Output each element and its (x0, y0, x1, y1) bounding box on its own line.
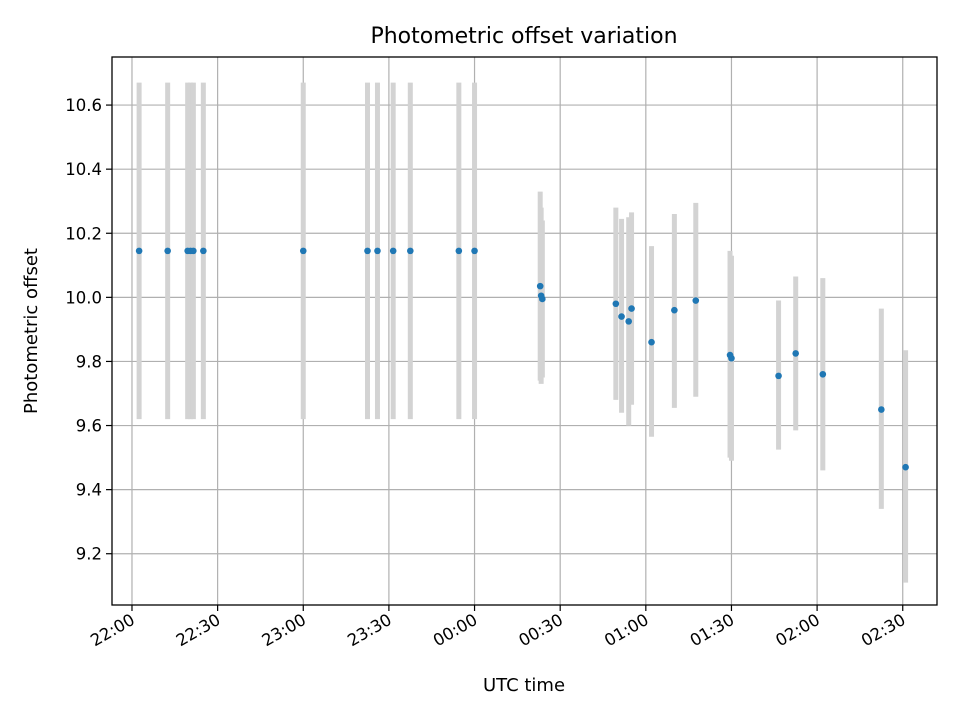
x-tick-label: 00:00 (430, 610, 481, 650)
x-tick-label: 00:30 (515, 610, 566, 650)
data-point (407, 247, 414, 255)
data-point (902, 463, 909, 471)
data-point (364, 247, 371, 255)
data-point (878, 406, 885, 413)
grid-lines (112, 57, 937, 605)
error-bars (136, 82, 909, 583)
data-point (200, 247, 207, 255)
data-point (374, 247, 381, 255)
data-point (628, 305, 635, 312)
data-point (775, 372, 782, 380)
y-tick-label: 10.2 (65, 224, 102, 243)
data-point (612, 300, 620, 308)
x-tick-label: 01:00 (601, 610, 652, 650)
y-tick-label: 10.6 (65, 96, 102, 115)
x-tick-label: 01:30 (687, 610, 738, 650)
chart-title: Photometric offset variation (370, 24, 677, 49)
data-point (471, 247, 478, 255)
data-point (536, 282, 544, 290)
y-tick-label: 9.8 (76, 352, 102, 371)
data-point (792, 350, 799, 357)
data-point (692, 297, 700, 304)
x-tick-label: 22:00 (87, 610, 138, 650)
plot-frame (111, 56, 938, 606)
x-axis-label: UTC time (483, 675, 565, 696)
y-tick-label: 10.0 (65, 288, 102, 307)
data-point (671, 306, 678, 314)
data-point (190, 247, 197, 255)
data-point (625, 318, 632, 325)
data-point (389, 247, 397, 255)
x-tick-label: 23:30 (344, 610, 395, 650)
data-point (648, 338, 655, 346)
data-point (455, 247, 463, 255)
y-tick-label: 9.2 (76, 545, 102, 564)
data-points (135, 247, 909, 471)
x-tick-label: 02:00 (772, 610, 823, 650)
x-tick-label: 23:00 (259, 610, 310, 650)
y-tick-label: 9.4 (76, 481, 102, 500)
data-point (299, 247, 307, 255)
data-point (135, 247, 143, 255)
data-point (164, 247, 171, 255)
y-axis-label: Photometric offset (21, 248, 42, 414)
y-tick-label: 9.6 (76, 417, 102, 436)
y-axis-ticks: 9.2 9.4 9.6 9.8 10.0 10.2 10.4 10.6 (65, 96, 112, 564)
y-tick-label: 10.4 (65, 160, 102, 179)
data-point (539, 295, 546, 303)
data-point (618, 313, 625, 320)
x-axis-ticks: 22:00 22:30 23:00 23:30 00:00 00:30 01:00 01:30… (87, 605, 909, 650)
x-tick-label: 02:30 (858, 610, 909, 650)
x-tick-label: 22:30 (173, 610, 224, 650)
data-point (819, 370, 827, 378)
data-point (728, 354, 735, 362)
